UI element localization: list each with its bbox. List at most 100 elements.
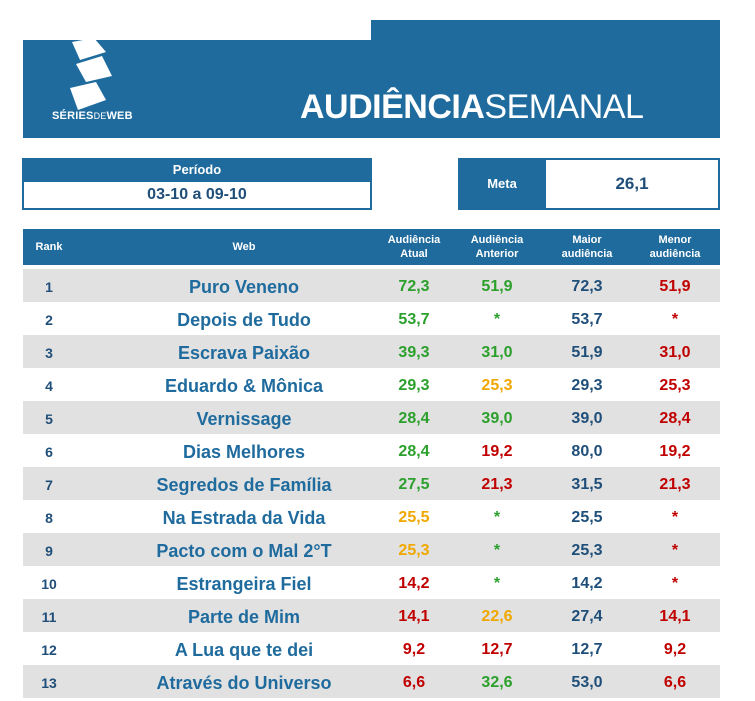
header-menor-line2: audiência <box>649 248 701 260</box>
table-row: 9 Pacto com o Mal 2°T 25,3 * 25,3 * <box>23 533 720 566</box>
table-row: 10 Estrangeira Fiel 14,2 * 14,2 * <box>23 566 720 599</box>
title-bold: AUDIÊNCIA <box>300 88 485 126</box>
audiencia-atual-cell: 9,2 <box>402 641 426 658</box>
stylized-s-logo-icon <box>70 38 112 110</box>
audiencia-atual-cell: 72,3 <box>398 278 430 295</box>
web-title-cell: Na Estrada da Vida <box>162 508 326 528</box>
header-maior-line1: Maior <box>572 234 602 246</box>
header-maior-audiencia: Maior audiência <box>552 229 622 265</box>
header-web: Web <box>232 241 256 253</box>
maior-audiencia-cell: 53,0 <box>571 674 603 691</box>
audiencia-anterior-cell: * <box>493 509 501 526</box>
audiencia-anterior-cell: 32,6 <box>481 674 513 691</box>
menor-audiencia-cell: * <box>671 311 679 328</box>
audiencia-atual-cell: 28,4 <box>398 410 430 427</box>
rank-cell: 12 <box>41 642 57 658</box>
audiencia-anterior-cell: 12,7 <box>481 641 513 658</box>
maior-audiencia-cell: 27,4 <box>571 608 603 625</box>
audiencia-atual-cell: 6,6 <box>402 674 426 691</box>
header-menor-audiencia: Menor audiência <box>640 229 710 265</box>
table-row: 3 Escrava Paixão 39,3 31,0 51,9 31,0 <box>23 335 720 368</box>
logo-text-bold: SÉRIES <box>52 110 94 122</box>
rank-cell: 10 <box>41 576 57 592</box>
web-title-cell: Eduardo & Mônica <box>164 376 323 396</box>
maior-audiencia-cell: 51,9 <box>571 344 603 361</box>
web-title-cell: Através do Universo <box>156 673 332 693</box>
maior-audiencia-cell: 25,3 <box>571 542 603 559</box>
menor-audiencia-cell: * <box>671 542 679 559</box>
menor-audiencia-cell: 21,3 <box>659 476 691 493</box>
maior-audiencia-cell: 12,7 <box>571 641 603 658</box>
rank-cell: 1 <box>45 279 53 295</box>
table-row: 8 Na Estrada da Vida 25,5 * 25,5 * <box>23 500 720 533</box>
audiencia-anterior-cell: 19,2 <box>481 443 513 460</box>
menor-audiencia-cell: 14,1 <box>659 608 691 625</box>
audiencia-atual-cell: 28,4 <box>398 443 430 460</box>
period-value: 03-10 a 09-10 <box>24 182 370 208</box>
audiencia-atual-cell: 39,3 <box>398 344 430 361</box>
audiencia-atual-cell: 29,3 <box>398 377 430 394</box>
table-row: 6 Dias Melhores 28,4 19,2 80,0 19,2 <box>23 434 720 467</box>
audiencia-atual-cell: 25,5 <box>398 509 430 526</box>
menor-audiencia-cell: 19,2 <box>659 443 691 460</box>
audiencia-anterior-cell: 39,0 <box>481 410 513 427</box>
header-atual-line2: Atual <box>400 248 428 260</box>
web-title-cell: Depois de Tudo <box>177 310 311 330</box>
audiencia-anterior-cell: 25,3 <box>481 377 513 394</box>
web-title-cell: Dias Melhores <box>182 442 306 462</box>
audiencia-atual-cell: 25,3 <box>398 542 430 559</box>
web-title-cell: Puro Veneno <box>188 277 300 297</box>
web-title-cell: Escrava Paixão <box>177 343 311 363</box>
audiencia-anterior-cell: 21,3 <box>481 476 513 493</box>
maior-audiencia-cell: 31,5 <box>571 476 603 493</box>
table-row: 5 Vernissage 28,4 39,0 39,0 28,4 <box>23 401 720 434</box>
header-atual-line1: Audiência <box>387 234 441 246</box>
header-anterior-line2: Anterior <box>475 248 519 260</box>
audiencia-anterior-cell: 51,9 <box>481 278 513 295</box>
rank-cell: 5 <box>45 411 53 427</box>
table-row: 4 Eduardo & Mônica 29,3 25,3 29,3 25,3 <box>23 368 720 401</box>
menor-audiencia-cell: 6,6 <box>663 674 687 691</box>
maior-audiencia-cell: 14,2 <box>571 575 603 592</box>
web-title-cell: Parte de Mim <box>187 607 301 627</box>
rank-cell: 4 <box>45 378 53 394</box>
menor-audiencia-cell: * <box>671 575 679 592</box>
table-row: 7 Segredos de Família 27,5 21,3 31,5 21,… <box>23 467 720 500</box>
header-maior-line2: audiência <box>561 248 613 260</box>
header-anterior-line1: Audiência <box>470 234 524 246</box>
header-audiencia-atual: Audiência Atual <box>379 229 449 265</box>
header-rank: Rank <box>35 241 63 253</box>
web-title-cell: Pacto com o Mal 2°T <box>156 541 332 561</box>
audiencia-anterior-cell: * <box>493 575 501 592</box>
rank-cell: 9 <box>45 543 53 559</box>
audiencia-atual-cell: 14,1 <box>398 608 430 625</box>
maior-audiencia-cell: 53,7 <box>571 311 603 328</box>
table-header: Rank Web Audiência Atual Audiência Anterio… <box>23 229 720 265</box>
rank-cell: 2 <box>45 312 53 328</box>
menor-audiencia-cell: 9,2 <box>663 641 687 658</box>
logo-text-light: DE <box>93 111 107 121</box>
table-row: 2 Depois de Tudo 53,7 * 53,7 * <box>23 302 720 335</box>
table-row: 13 Através do Universo 6,6 32,6 53,0 6,6 <box>23 665 720 698</box>
rank-cell: 8 <box>45 510 53 526</box>
period-label: Período <box>172 162 222 177</box>
title-regular: SEMANAL <box>484 88 644 126</box>
menor-audiencia-cell: 25,3 <box>659 377 691 394</box>
rank-cell: 7 <box>45 477 53 493</box>
maior-audiencia-cell: 72,3 <box>571 278 603 295</box>
table-row: 11 Parte de Mim 14,1 22,6 27,4 14,1 <box>23 599 720 632</box>
audiencia-atual-cell: 53,7 <box>398 311 430 328</box>
audiencia-atual-cell: 27,5 <box>398 476 430 493</box>
period-box: Período 03-10 a 09-10 <box>22 158 372 210</box>
page-title: AUDIÊNCIASEMANAL <box>300 88 644 127</box>
menor-audiencia-cell: * <box>671 509 679 526</box>
web-title-cell: A Lua que te dei <box>174 640 314 660</box>
audiencia-atual-cell: 14,2 <box>398 575 430 592</box>
logo-text: SÉRIESDEWEB <box>52 110 162 122</box>
menor-audiencia-cell: 51,9 <box>659 278 691 295</box>
meta-box: Meta 26,1 <box>458 158 720 210</box>
table-row: 12 A Lua que te dei 9,2 12,7 12,7 9,2 <box>23 632 720 665</box>
meta-label: Meta <box>487 176 517 191</box>
table-row: 1 Puro Veneno 72,3 51,9 72,3 51,9 <box>23 269 720 302</box>
rank-cell: 13 <box>41 675 57 691</box>
